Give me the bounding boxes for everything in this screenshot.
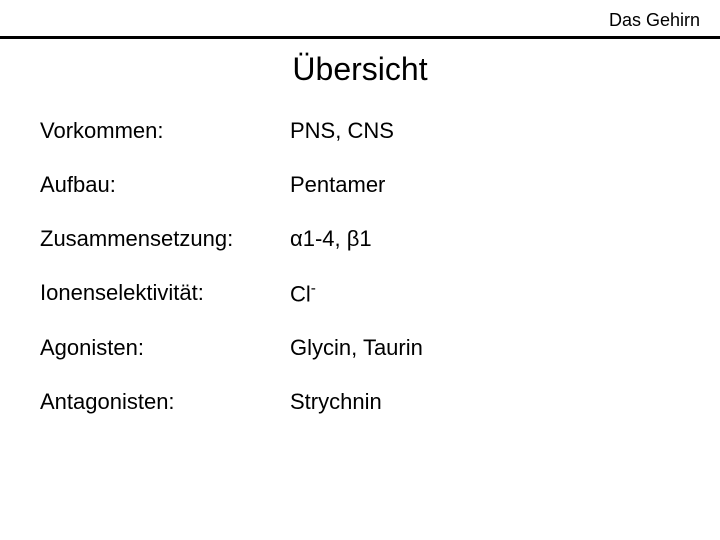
row-label: Ionenselektivität:	[40, 280, 290, 307]
row-value: α1-4, β1	[290, 226, 680, 252]
table-row: Agonisten: Glycin, Taurin	[40, 335, 680, 361]
row-label: Aufbau:	[40, 172, 290, 198]
row-value: PNS, CNS	[290, 118, 680, 144]
row-value: Pentamer	[290, 172, 680, 198]
overview-table: Vorkommen: PNS, CNS Aufbau: Pentamer Zus…	[0, 108, 720, 415]
row-value: Glycin, Taurin	[290, 335, 680, 361]
table-row: Vorkommen: PNS, CNS	[40, 118, 680, 144]
row-value: Strychnin	[290, 389, 680, 415]
table-row: Aufbau: Pentamer	[40, 172, 680, 198]
table-row: Ionenselektivität: Cl-	[40, 280, 680, 307]
page-title: Übersicht	[0, 39, 720, 108]
row-label: Antagonisten:	[40, 389, 290, 415]
page-header: Das Gehirn	[0, 0, 720, 36]
row-label: Zusammensetzung:	[40, 226, 290, 252]
table-row: Antagonisten: Strychnin	[40, 389, 680, 415]
row-label: Agonisten:	[40, 335, 290, 361]
table-row: Zusammensetzung: α1-4, β1	[40, 226, 680, 252]
row-label: Vorkommen:	[40, 118, 290, 144]
row-value: Cl-	[290, 280, 680, 307]
